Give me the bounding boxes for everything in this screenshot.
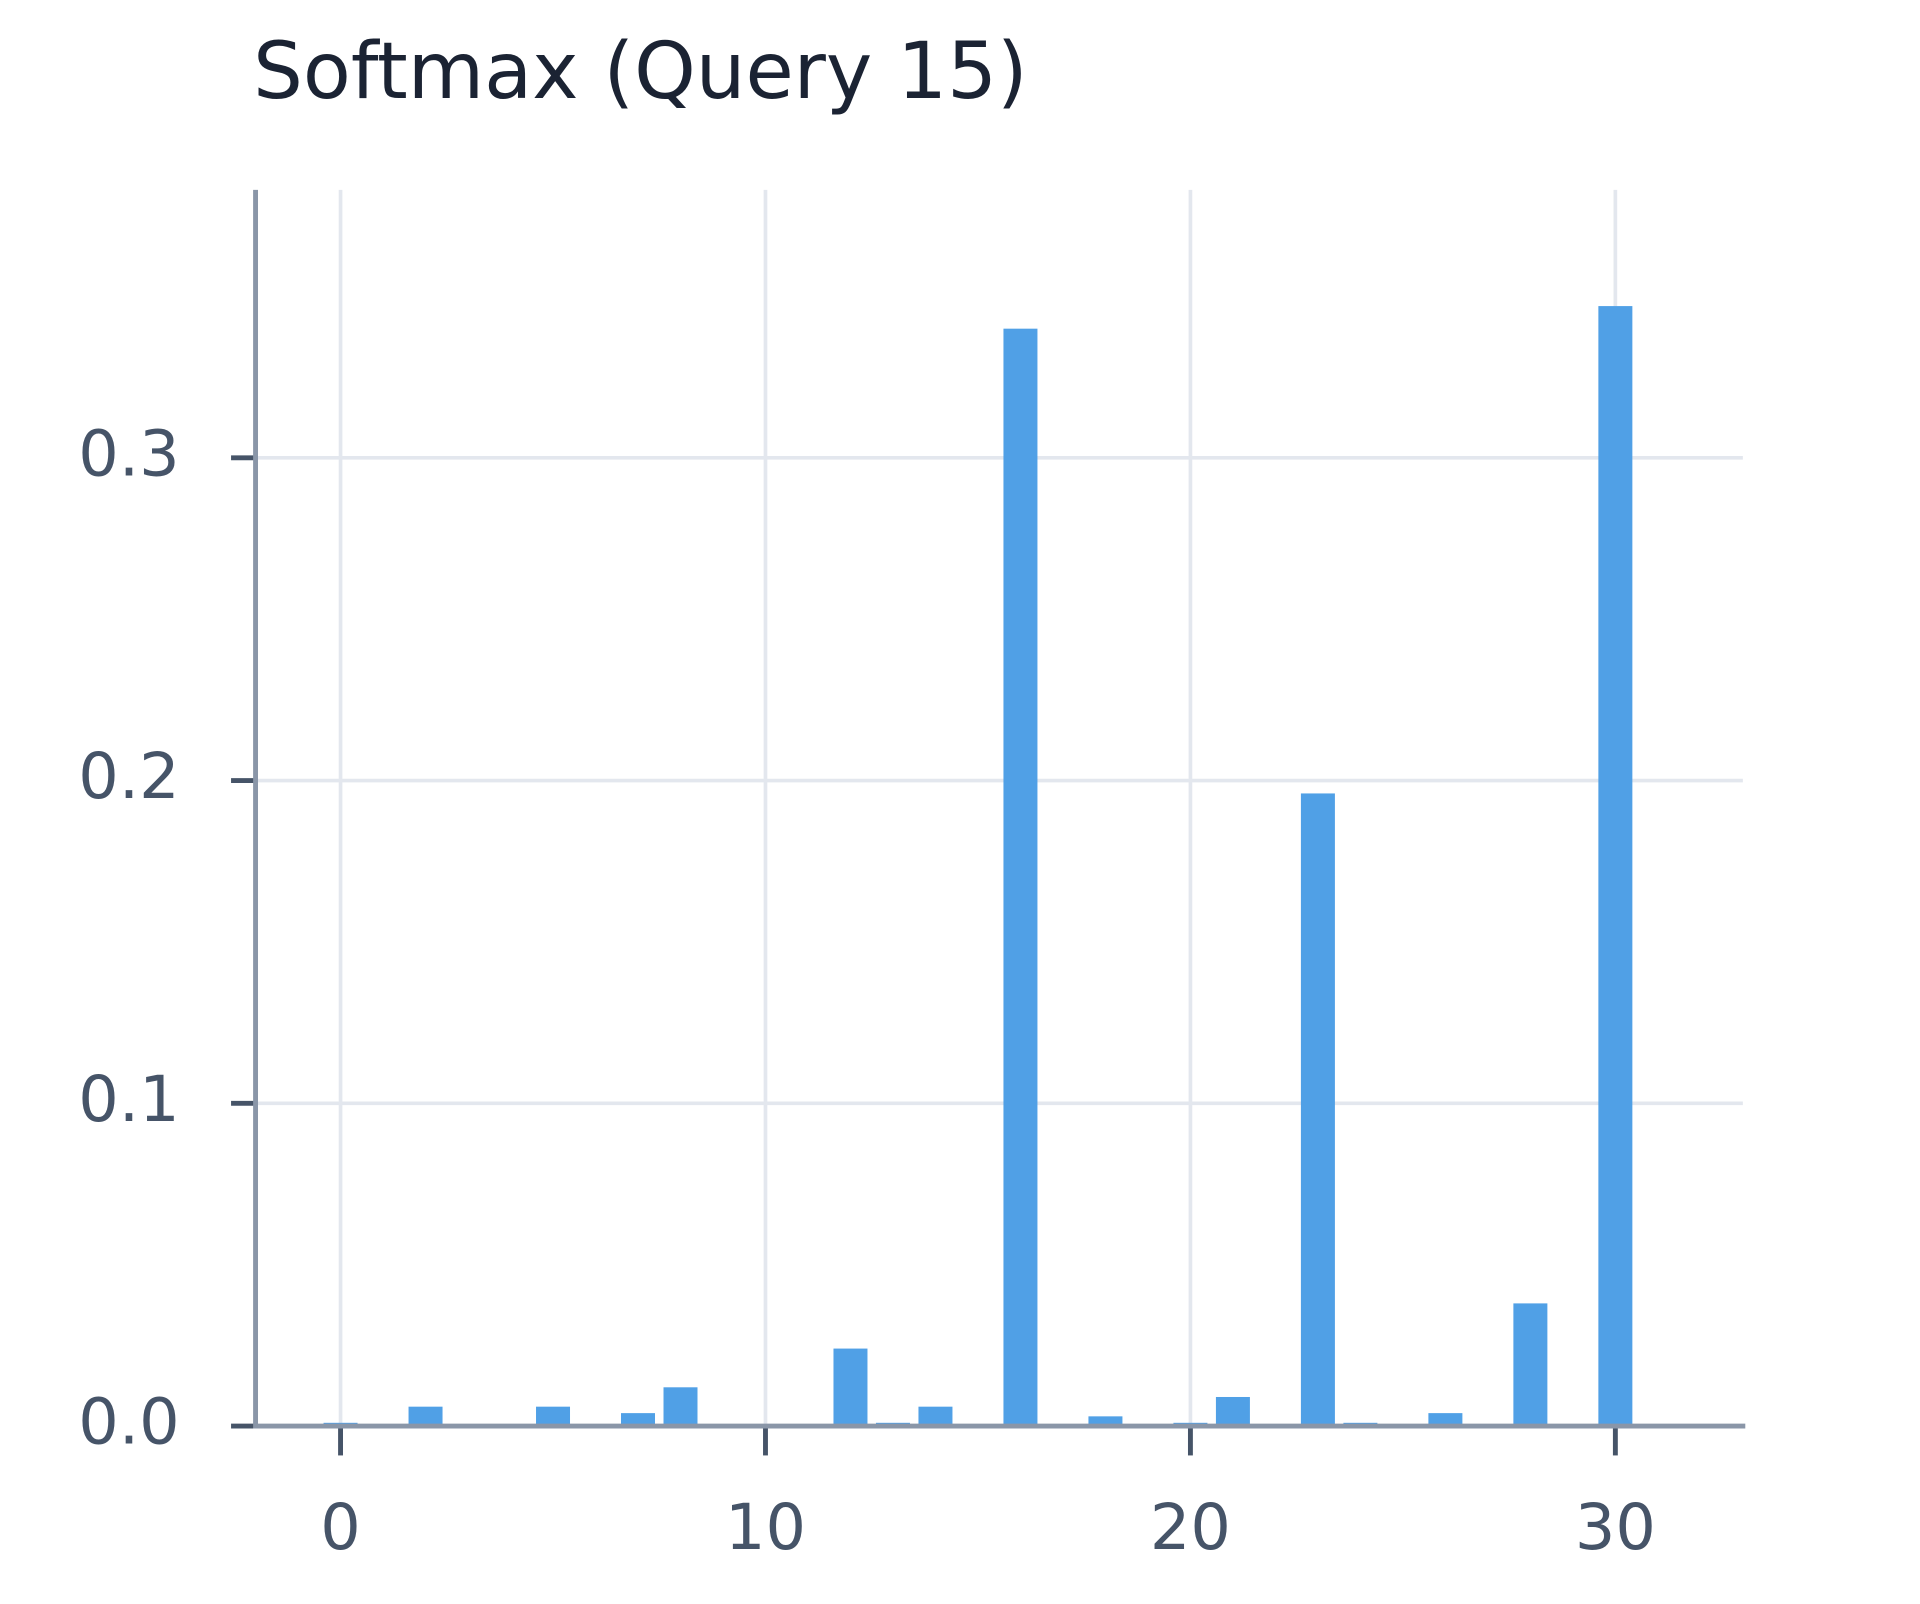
- chart-title: Softmax (Query 15): [253, 26, 1027, 117]
- bar: [621, 1413, 656, 1427]
- y-tick-label: 0.3: [78, 417, 179, 491]
- y-tick-label: 0.2: [78, 740, 179, 814]
- bar: [918, 1406, 953, 1427]
- bar: [536, 1406, 571, 1427]
- x-tick-label: 10: [725, 1491, 806, 1565]
- bar: [1088, 1416, 1123, 1427]
- y-tick-label: 0.0: [78, 1386, 179, 1460]
- x-tick-label: 0: [320, 1491, 361, 1565]
- bar: [1003, 328, 1038, 1427]
- x-tick-label: 30: [1575, 1491, 1656, 1565]
- y-tick-label: 0.1: [78, 1063, 179, 1137]
- bar: [1300, 793, 1335, 1427]
- bar: [1513, 1303, 1548, 1427]
- bar: [1598, 306, 1633, 1427]
- bar: [408, 1406, 443, 1427]
- bar: [1428, 1413, 1463, 1427]
- bar: [663, 1387, 698, 1427]
- bar: [833, 1348, 868, 1427]
- bar: [1215, 1396, 1250, 1427]
- x-tick-label: 20: [1150, 1491, 1231, 1565]
